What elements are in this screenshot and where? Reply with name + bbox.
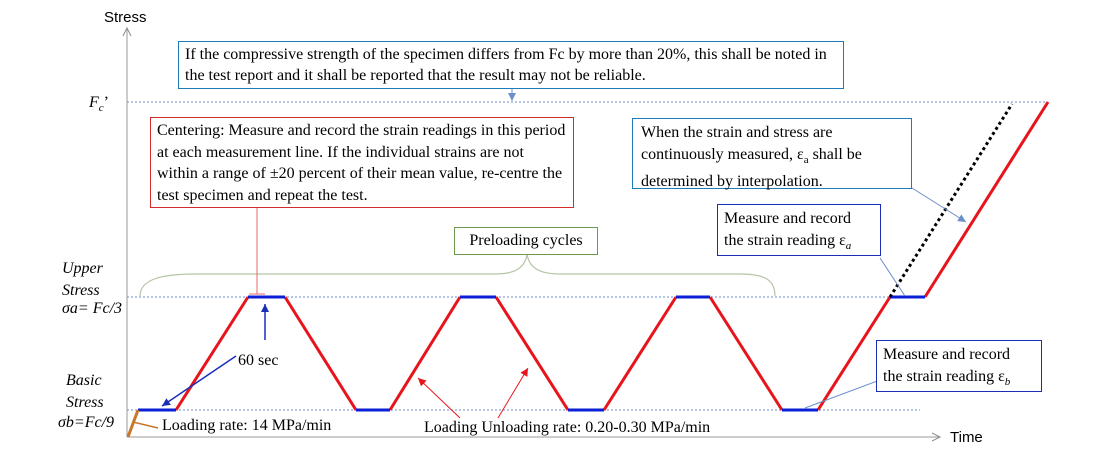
interp-line-1: When the strain and stress are	[641, 124, 833, 141]
centering-note-text: Centering: Measure and record the strain…	[157, 122, 566, 204]
interpolation-note-box: When the strain and stress are continuou…	[632, 118, 912, 190]
unloading-arrow-1	[417, 377, 461, 419]
measure-a-leader	[879, 257, 906, 297]
basic-stress-label-line1: Basic	[66, 372, 102, 389]
hold-time-label: 60 sec	[238, 352, 279, 369]
interp-line-2: continuously measured, εa shall be	[641, 145, 862, 166]
ramp-segment	[602, 296, 678, 411]
ramp-segment	[174, 296, 250, 411]
ramp-segment	[494, 296, 570, 411]
upper-stress-label-line1: Upper	[62, 260, 103, 277]
loading-rate-label: Loading rate: 14 MPa/min	[162, 417, 332, 434]
ramp-segment	[283, 296, 358, 411]
hold-time-arrow-down	[161, 355, 237, 407]
hold-segments	[138, 295, 925, 412]
measure-b-box: Measure and record the strain reading εb	[876, 340, 1042, 392]
ramp-segment	[816, 296, 892, 411]
ramp-segment	[708, 296, 784, 411]
interp-arrow	[911, 187, 967, 223]
measure-b-line-1: Measure and record	[883, 346, 1011, 363]
unloading-arrow-2	[497, 367, 529, 419]
measure-b-line-2: the strain reading εb	[883, 367, 1011, 388]
ramp-segment	[388, 296, 462, 411]
upper-stress-label-line2: Stress	[62, 282, 100, 299]
centering-note-box: Centering: Measure and record the strain…	[150, 117, 574, 208]
preloading-brace	[139, 253, 776, 297]
fc-label: Fc’	[89, 94, 109, 115]
y-axis-title: Stress	[104, 9, 147, 26]
measure-a-line-1: Measure and record	[724, 210, 852, 227]
measure-a-line-2: the strain reading εa	[724, 231, 852, 252]
top-note-text: If the compressive strength of the speci…	[185, 46, 827, 84]
measure-b-leader	[804, 379, 881, 409]
interp-line-3: determined by interpolation.	[641, 173, 823, 191]
basic-stress-formula: σb=Fc/9	[58, 414, 115, 431]
basic-stress-label-line2: Stress	[66, 394, 104, 411]
upper-stress-formula: σa= Fc/3	[62, 300, 123, 317]
loading-ramps	[174, 101, 1050, 411]
x-axis-title: Time	[950, 429, 983, 446]
top-note-box: If the compressive strength of the speci…	[178, 41, 844, 89]
initial-loading-ramp	[126, 409, 140, 438]
preloading-cycles-box: Preloading cycles	[454, 227, 598, 255]
preloading-cycles-label: Preloading cycles	[469, 232, 583, 249]
basic-stress-label: Basic Stress	[66, 370, 104, 414]
loading-rate-arrow	[132, 421, 159, 429]
continuous-measurement-line	[888, 103, 1014, 298]
unloading-rate-label: Loading Unloading rate: 0.20-0.30 MPa/mi…	[424, 419, 711, 436]
ramp-segment	[923, 101, 1050, 298]
upper-stress-label: Upper Stress	[62, 258, 103, 302]
measure-a-box: Measure and record the strain reading εa	[717, 204, 881, 256]
